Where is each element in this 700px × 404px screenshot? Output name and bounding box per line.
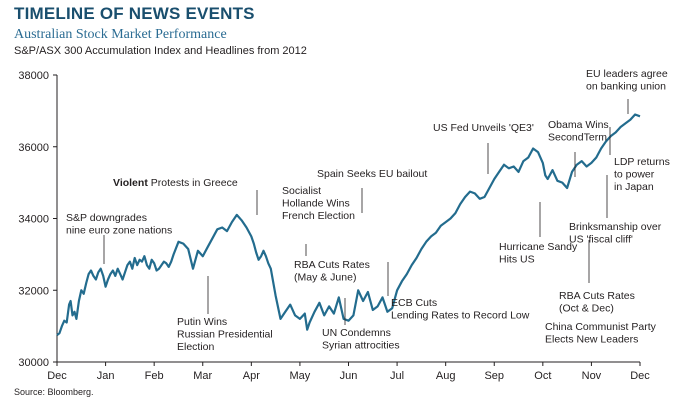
event-annotation: Socialist Hollande Wins French Election [282, 185, 355, 222]
x-tick-label: Oct [534, 370, 551, 382]
chart-description: S&P/ASX 300 Accumulation Index and Headl… [14, 45, 307, 57]
y-tick-label: 38000 [18, 70, 49, 82]
event-annotation: UN Condemns Syrian attrocities [322, 327, 400, 352]
event-annotation: RBA Cuts Rates (May & June) [294, 259, 370, 284]
x-tick-label: Dec [47, 370, 67, 382]
x-tick-label: Dec [630, 370, 650, 382]
y-tick-label: 30000 [18, 357, 49, 369]
x-tick-label: Sep [484, 370, 504, 382]
x-tick-label: Jun [340, 370, 358, 382]
event-annotation: Obama Wins SecondTerm [548, 119, 609, 144]
x-tick-label: May [290, 370, 311, 382]
event-annotation: Brinksmanship over US 'fiscal cliff' [569, 221, 662, 246]
event-annotation: RBA Cuts Rates (Oct & Dec) [559, 290, 635, 315]
x-tick-label: Mar [193, 370, 212, 382]
series-line [56, 113, 641, 336]
x-tick-label: Nov [582, 370, 602, 382]
event-annotation: China Communist Party Elects New Leaders [545, 321, 657, 346]
event-annotation: EU leaders agree on banking union [586, 68, 668, 93]
event-annotation: Putin Wins Russian Presidential Election [177, 316, 273, 353]
y-tick-label: 36000 [18, 142, 49, 154]
event-annotation: LDP returns to power in Japan [614, 156, 670, 193]
y-tick-label: 32000 [18, 285, 49, 297]
x-tick-label: Jan [97, 370, 115, 382]
source-note: Source: Bloomberg. [14, 387, 94, 397]
chart-title: TIMELINE OF NEWS EVENTS [14, 4, 255, 23]
event-annotation: Violent Protests in Greece [113, 177, 238, 189]
x-tick-label: Feb [145, 370, 164, 382]
y-tick-label: 34000 [18, 214, 49, 226]
event-annotation: Hurricane Sandy Hits US [499, 241, 578, 266]
event-annotation: Spain Seeks EU bailout [317, 168, 427, 180]
event-annotation: US Fed Unveils 'QE3' [433, 122, 534, 134]
event-annotation: ECB Cuts Lending Rates to Record Low [391, 297, 530, 322]
event-annotation: S&P downgrades nine euro zone nations [66, 212, 172, 237]
x-tick-label: Aug [436, 370, 456, 382]
chart-subtitle: Australian Stock Market Performance [14, 27, 227, 42]
x-tick-label: Apr [243, 370, 260, 382]
x-tick-label: Jul [390, 370, 404, 382]
